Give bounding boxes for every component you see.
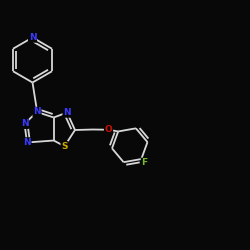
Text: N: N: [63, 108, 71, 117]
Text: O: O: [104, 125, 112, 134]
Text: N: N: [21, 119, 28, 128]
Text: N: N: [29, 33, 36, 42]
Text: F: F: [142, 158, 148, 167]
Text: S: S: [61, 142, 68, 151]
Text: N: N: [33, 108, 41, 116]
Text: N: N: [23, 138, 31, 147]
